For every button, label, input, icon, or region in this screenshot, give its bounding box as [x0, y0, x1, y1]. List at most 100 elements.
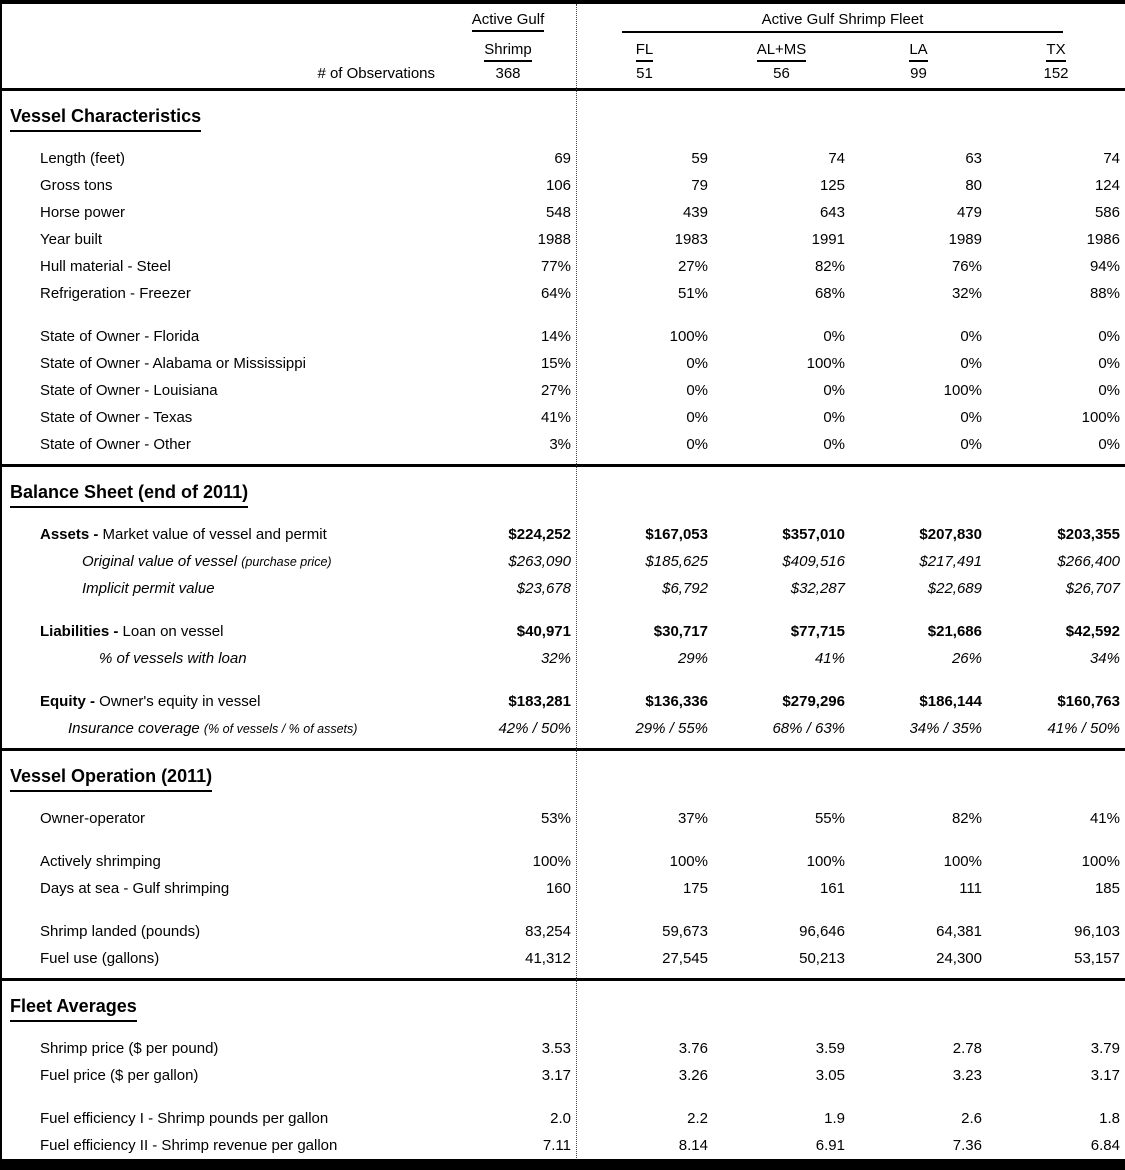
- value-cell: 8.14: [678, 1137, 708, 1154]
- row-label: Fuel price ($ per gallon): [2, 1062, 440, 1089]
- value-cell: 94%: [1089, 258, 1120, 275]
- table-row: State of Owner - Florida 14% 100% 0% 0% 0%: [2, 323, 1125, 350]
- value-cell: 0%: [686, 436, 708, 453]
- value-cell: 50,213: [799, 950, 845, 967]
- observations-label: # of Observations: [317, 65, 435, 82]
- value-cell: 3.79: [1090, 1040, 1120, 1057]
- value-cell: 439: [682, 204, 708, 221]
- value-cell: 3%: [549, 436, 571, 453]
- table-row: Refrigeration - Freezer 64% 51% 68% 32% 88%: [2, 280, 1125, 307]
- section-title: Vessel Operation (2011): [2, 751, 1125, 792]
- value-cell: 88%: [1089, 285, 1120, 302]
- value-cell: $203,355: [1057, 526, 1120, 543]
- table-row: Length (feet) 69 59 74 63 74: [2, 145, 1125, 172]
- value-cell: 27%: [540, 382, 571, 399]
- row-label: Liabilities - Loan on vessel: [2, 618, 440, 645]
- table-row: Year built 1988 1983 1991 1989 1986: [2, 226, 1125, 253]
- row-label: State of Owner - Alabama or Mississippi: [2, 350, 440, 377]
- value-cell: 0%: [823, 409, 845, 426]
- section-title: Balance Sheet (end of 2011): [2, 467, 1125, 508]
- value-cell: 79: [691, 177, 708, 194]
- value-cell: 80: [965, 177, 982, 194]
- value-cell: 41%: [1089, 810, 1120, 827]
- row-label-text: Length (feet): [40, 150, 126, 167]
- value-cell: $217,491: [919, 553, 982, 570]
- value-cell: $23,678: [516, 580, 571, 597]
- row-label-text: Hull material - Steel: [40, 258, 171, 275]
- value-cell: $32,287: [790, 580, 845, 597]
- table-row: Fuel use (gallons) 41,312 27,545 50,213 24,3…: [2, 945, 1125, 972]
- row-label-text: Owner's equity in vessel: [99, 693, 261, 710]
- row-label-text: Fuel efficiency II - Shrimp revenue per …: [40, 1137, 338, 1154]
- value-cell: 26%: [951, 650, 982, 667]
- value-cell: 111: [959, 880, 982, 897]
- value-cell: 0%: [823, 436, 845, 453]
- row-group: Actively shrimping 100% 100% 100% 100% 100% Da…: [2, 848, 1125, 902]
- row-label-text: Original value of vessel: [82, 553, 238, 570]
- value-cell: 3.05: [815, 1067, 845, 1084]
- value-cell: 7.11: [542, 1137, 571, 1154]
- section-title: Fleet Averages: [2, 981, 1125, 1022]
- dotted-column-divider: [576, 4, 577, 1160]
- value-cell: 29% / 55%: [635, 720, 708, 737]
- row-label-text: State of Owner - Other: [40, 436, 191, 453]
- section-title-text: Fleet Averages: [10, 993, 137, 1022]
- value-cell: 2.2: [687, 1110, 708, 1127]
- row-label: State of Owner - Other: [2, 431, 440, 458]
- header-active-gulf-cell2: Shrimp: [440, 41, 576, 63]
- observations-value: 99: [910, 65, 927, 82]
- table-row: Assets - Market value of vessel and perm…: [2, 521, 1125, 548]
- value-cell: 0%: [960, 355, 982, 372]
- table-row: Days at sea - Gulf shrimping 160 175 161 111…: [2, 875, 1125, 902]
- value-cell: $30,717: [653, 623, 708, 640]
- row-label: Fuel efficiency II - Shrimp revenue per …: [2, 1132, 440, 1159]
- row-label-prefix: Liabilities -: [40, 623, 119, 640]
- section-title: Vessel Characteristics: [2, 91, 1125, 132]
- value-cell: 41% / 50%: [1047, 720, 1120, 737]
- row-group: Equity - Owner's equity in vessel $183,28…: [2, 688, 1125, 742]
- value-cell: 64%: [540, 285, 571, 302]
- row-label: Insurance coverage (% of vessels / % of …: [2, 715, 440, 743]
- header-row-columns: Shrimp FL AL+MS LA TX: [2, 35, 1125, 63]
- row-label-note: (purchase price): [241, 555, 332, 569]
- value-cell: $160,763: [1057, 693, 1120, 710]
- header-fleet-group-underline: Active Gulf Shrimp Fleet: [622, 11, 1063, 33]
- value-cell: 74: [828, 150, 845, 167]
- row-group: Length (feet) 69 59 74 63 74 Gross tons 106 79 12…: [2, 145, 1125, 307]
- row-label: Implicit permit value: [2, 575, 440, 602]
- row-label-text: Owner-operator: [40, 810, 146, 827]
- header-fleet-group-title: Active Gulf Shrimp Fleet: [761, 11, 924, 28]
- value-cell: $136,336: [645, 693, 708, 710]
- value-cell: 2.6: [961, 1110, 982, 1127]
- row-group: Fuel efficiency I - Shrimp pounds per ga…: [2, 1105, 1125, 1159]
- value-cell: 125: [819, 177, 845, 194]
- value-cell: 1991: [811, 231, 845, 248]
- table-row: State of Owner - Texas 41% 0% 0% 0% 100%: [2, 404, 1125, 431]
- value-cell: 29%: [677, 650, 708, 667]
- value-cell: 0%: [1098, 328, 1120, 345]
- value-cell: 548: [545, 204, 571, 221]
- section-divider: [2, 464, 1125, 467]
- row-label-text: Refrigeration - Freezer: [40, 285, 191, 302]
- value-cell: 76%: [951, 258, 982, 275]
- section-title-text: Balance Sheet (end of 2011): [10, 479, 249, 508]
- table-bottom-border: [2, 1159, 1125, 1170]
- row-label-text: Days at sea - Gulf shrimping: [40, 880, 230, 897]
- table-row: Shrimp price ($ per pound) 3.53 3.76 3.59 2.…: [2, 1035, 1125, 1062]
- row-label: Gross tons: [2, 172, 440, 199]
- table-row: Original value of vessel (purchase price…: [2, 548, 1125, 575]
- value-cell: 53,157: [1074, 950, 1120, 967]
- table-row: Fuel efficiency I - Shrimp pounds per ga…: [2, 1105, 1125, 1132]
- value-cell: 15%: [540, 355, 571, 372]
- header-spacer: [2, 41, 440, 63]
- row-label-prefix: Equity -: [40, 693, 95, 710]
- row-label: Fuel use (gallons): [2, 945, 440, 972]
- value-cell: 100%: [943, 382, 982, 399]
- value-cell: 643: [819, 204, 845, 221]
- table-row: Owner-operator 53% 37% 55% 82% 41%: [2, 805, 1125, 832]
- observations-value: 368: [495, 65, 521, 82]
- section-divider: [2, 88, 1125, 91]
- value-cell: 0%: [823, 328, 845, 345]
- value-cell: 1983: [674, 231, 708, 248]
- value-cell: $40,971: [516, 623, 571, 640]
